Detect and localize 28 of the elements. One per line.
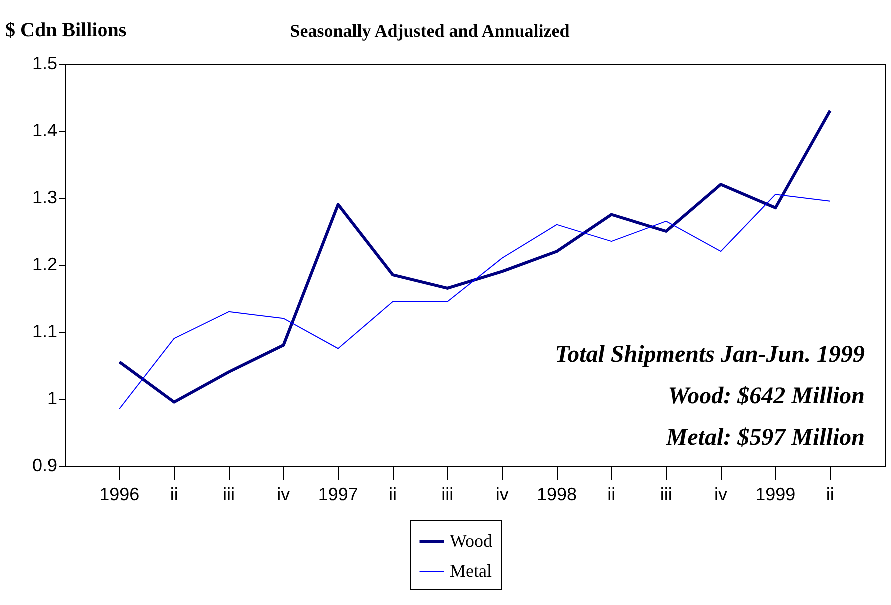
x-tick-label: 1996 — [100, 484, 140, 504]
x-tick-label: 1998 — [536, 484, 578, 504]
y-tick-label: 1.5 — [32, 54, 58, 74]
x-tick-label: ii — [389, 484, 397, 504]
x-tick-label: iv — [714, 484, 728, 504]
legend-label: Wood — [450, 531, 493, 551]
x-tick-label: iii — [660, 484, 672, 504]
x-tick-label: ii — [170, 484, 178, 504]
y-tick-label: 0.9 — [32, 456, 58, 476]
x-tick-label: iv — [496, 484, 509, 504]
x-tick-label: 1997 — [318, 484, 358, 504]
y-tick-label: 1.2 — [32, 254, 58, 274]
x-tick-label: ii — [608, 484, 616, 504]
annotation: Wood: $642 Million — [668, 384, 865, 410]
y-tick-label: 1.1 — [32, 322, 58, 342]
x-tick-label: ii — [826, 484, 834, 504]
x-tick-label: 1999 — [756, 484, 796, 504]
y-tick-label: 1 — [47, 388, 58, 408]
y-tick-label: 1.4 — [32, 120, 58, 140]
x-tick-label: iii — [442, 484, 454, 504]
y-axis-title: $ Cdn Billions — [6, 20, 127, 42]
x-tick-label: iv — [277, 484, 290, 504]
annotation: Metal: $597 Million — [665, 425, 865, 451]
annotation: Total Shipments Jan-Jun. 1999 — [555, 342, 865, 368]
y-tick-label: 1.3 — [32, 188, 58, 208]
legend-label: Metal — [450, 561, 492, 581]
chart-title: Seasonally Adjusted and Annualized — [290, 21, 570, 41]
x-tick-label: iii — [223, 484, 235, 504]
